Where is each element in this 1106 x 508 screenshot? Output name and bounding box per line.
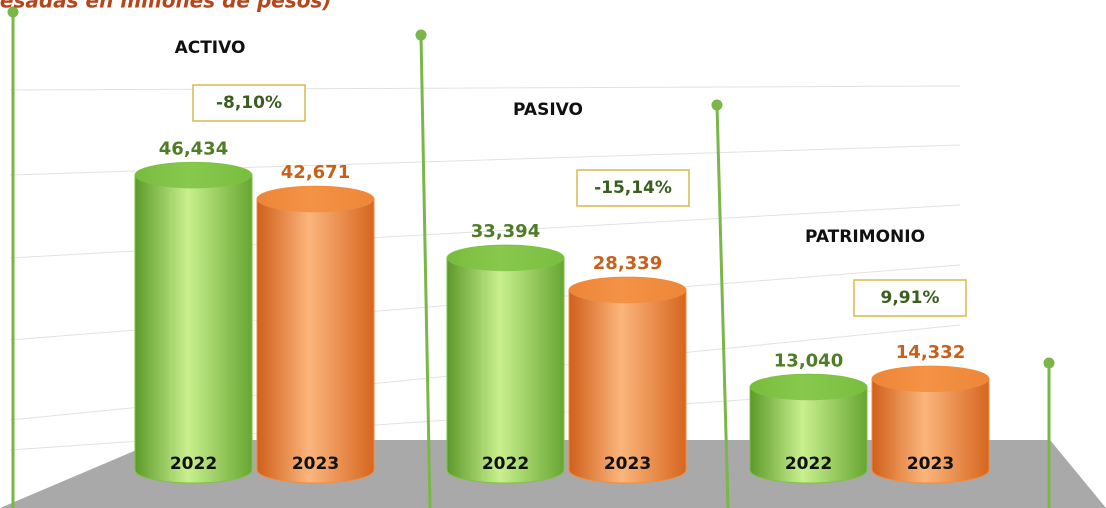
bar-top [569, 277, 686, 304]
value-label: 46,434 [159, 138, 228, 159]
change-box [192, 84, 306, 122]
category-label: PASIVO [513, 100, 583, 120]
bar-top [447, 245, 564, 272]
value-label: 33,394 [471, 221, 540, 242]
change-label: -15,14% [594, 178, 672, 198]
series-label: 2022 [482, 454, 529, 474]
bar [446, 244, 565, 484]
bar-top [750, 374, 867, 401]
value-label: 42,671 [281, 162, 350, 183]
value-label: 14,332 [896, 342, 965, 363]
bar [256, 185, 375, 484]
value-label: 13,040 [774, 350, 843, 371]
bar [568, 276, 687, 484]
series-label: 2022 [170, 454, 217, 474]
change-box [853, 279, 967, 317]
series-label: 2022 [785, 454, 832, 474]
bar-top [135, 162, 252, 189]
series-label: 2023 [907, 454, 954, 474]
subtitle: (Expresadas en millones de pesos) [0, 0, 332, 13]
dividers [7, 6, 1055, 508]
change-label: 9,91% [881, 288, 940, 308]
value-label: 28,339 [593, 253, 662, 274]
change-label: -8,10% [216, 93, 282, 113]
category-label: PATRIMONIO [805, 227, 925, 247]
bar-top [257, 186, 374, 213]
bar [134, 161, 253, 484]
bar-top [872, 366, 989, 393]
series-label: 2023 [604, 454, 651, 474]
change-box [576, 169, 690, 207]
series-label: 2023 [292, 454, 339, 474]
category-label: ACTIVO [175, 38, 246, 58]
